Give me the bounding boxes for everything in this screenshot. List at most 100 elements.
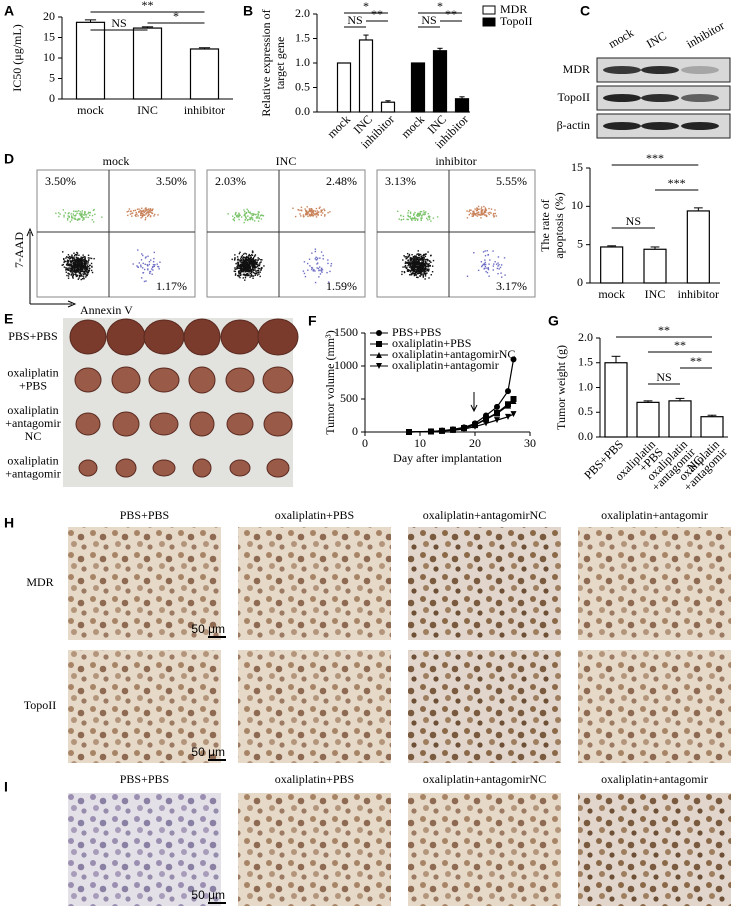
flow-dot <box>83 213 85 216</box>
flow-dot <box>419 213 422 216</box>
flow-dot <box>74 269 77 271</box>
histology-image <box>578 793 731 906</box>
panel-letter: G <box>548 313 559 329</box>
flow-dot <box>74 261 77 263</box>
flow-dot <box>91 214 94 217</box>
flow-dot <box>77 258 80 260</box>
flow-dot <box>85 266 87 269</box>
blot-band <box>641 94 679 102</box>
flow-dot <box>250 257 252 259</box>
flow-dot <box>319 257 321 259</box>
flow-dot <box>254 267 256 269</box>
flow-dot <box>421 268 424 270</box>
flow-dot <box>409 266 412 268</box>
flow-dot <box>153 215 155 217</box>
flow-dot <box>413 260 415 262</box>
flow-dot <box>492 265 495 267</box>
flow-dot <box>242 265 244 267</box>
flow-dot <box>71 272 74 274</box>
flow-dot <box>321 209 323 211</box>
flow-dot <box>85 268 88 270</box>
flow-dot <box>238 218 240 221</box>
flow-dot <box>408 261 410 263</box>
flow-dot <box>252 214 254 216</box>
sig-label: ** <box>371 7 383 21</box>
flow-dot <box>404 264 407 267</box>
flow-dot <box>67 268 69 271</box>
flow-dot <box>413 274 416 277</box>
flow-dot <box>484 207 487 209</box>
flow-dot <box>428 264 430 267</box>
flow-dot <box>407 215 410 217</box>
flow-dot <box>412 268 415 270</box>
flow-dot <box>407 264 409 267</box>
flow-dot <box>67 260 70 262</box>
flow-dot <box>482 251 485 253</box>
legend-marker <box>376 352 382 358</box>
flow-dot <box>422 273 424 275</box>
bar <box>668 400 692 438</box>
flow-dot <box>238 212 240 214</box>
flow-dot <box>69 221 72 223</box>
flow-dot <box>69 261 72 263</box>
flow-dot <box>422 265 425 268</box>
flow-dot <box>72 264 75 266</box>
flow-dot <box>252 266 255 269</box>
flow-dot <box>425 258 427 261</box>
flow-dot <box>84 264 86 266</box>
flow-dot <box>411 253 413 256</box>
flow-dot <box>259 271 261 273</box>
marker <box>505 388 511 395</box>
flow-dot <box>309 215 311 217</box>
flow-dot <box>63 214 65 217</box>
flow-dot <box>241 270 243 272</box>
flow-dot <box>314 270 316 272</box>
flow-dot <box>76 251 78 254</box>
sig-label: NS <box>421 13 436 27</box>
flow-dot <box>470 209 472 211</box>
flow-dot <box>148 263 151 266</box>
tumor <box>226 412 254 436</box>
flow-dot <box>81 269 84 271</box>
flow-dot <box>320 214 323 216</box>
flow-dot <box>248 270 251 272</box>
flow-dot <box>75 266 77 269</box>
flow-dot <box>424 213 426 215</box>
flow-dot <box>412 260 414 262</box>
flow-dot <box>77 262 80 264</box>
flow-dot <box>80 266 83 269</box>
flow-dot <box>429 264 431 267</box>
tumor <box>263 411 293 437</box>
flow-dot <box>426 262 428 264</box>
flow-dot <box>427 212 430 215</box>
flow-dot <box>257 271 260 274</box>
flow-dot <box>407 259 409 262</box>
flow-dot <box>493 212 495 215</box>
flow-dot <box>252 260 254 262</box>
flow-dot <box>245 265 248 268</box>
flow-dot <box>489 211 491 214</box>
flow-dot <box>63 261 65 264</box>
flow-dot <box>407 270 410 272</box>
flow-dot <box>436 216 439 218</box>
y-axis-label: Tumor volume (mm³) <box>323 330 337 435</box>
flow-dot <box>82 270 84 272</box>
flow-dot <box>489 259 491 261</box>
flow-dot <box>257 220 260 222</box>
flow-dot <box>81 210 83 212</box>
flow-dot <box>131 212 134 214</box>
flow-dot <box>247 274 250 276</box>
flow-dot <box>79 263 81 266</box>
flow-dot <box>85 216 87 218</box>
flow-dot <box>150 215 152 217</box>
flow-dot <box>248 269 250 271</box>
flow-dot <box>136 265 138 267</box>
flow-dot <box>466 217 469 219</box>
flow-dot <box>321 271 323 273</box>
flow-dot <box>417 276 419 279</box>
flow-dot <box>415 218 417 220</box>
flow-dot <box>78 254 80 256</box>
flow-dot <box>246 263 249 266</box>
blot-band <box>603 94 641 102</box>
flow-dot <box>405 267 408 270</box>
